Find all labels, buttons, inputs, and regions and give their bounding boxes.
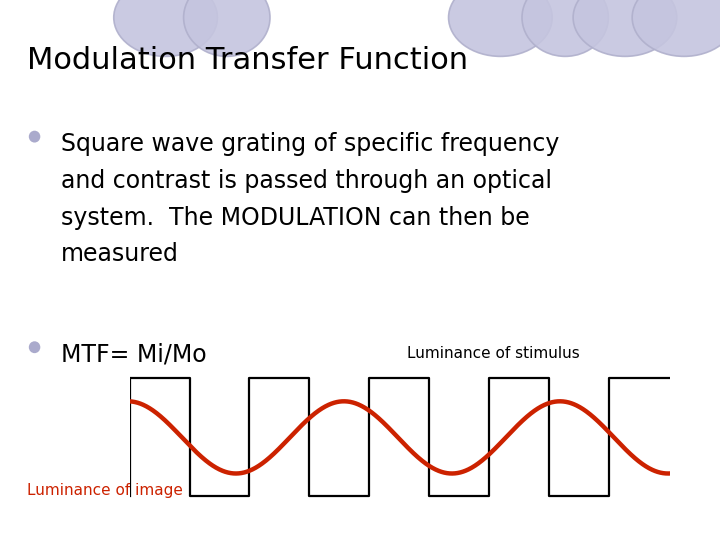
Text: Modulation Transfer Function: Modulation Transfer Function: [27, 46, 469, 75]
Text: measured: measured: [61, 242, 179, 266]
Ellipse shape: [522, 0, 608, 56]
Text: MTF= Mi/Mo: MTF= Mi/Mo: [61, 343, 207, 367]
Text: Square wave grating of specific frequency: Square wave grating of specific frequenc…: [61, 132, 559, 156]
Text: and contrast is passed through an optical: and contrast is passed through an optica…: [61, 169, 552, 193]
Text: Luminance of image: Luminance of image: [27, 483, 183, 498]
Ellipse shape: [29, 341, 40, 353]
Text: system.  The MODULATION can then be: system. The MODULATION can then be: [61, 206, 530, 230]
Ellipse shape: [449, 0, 552, 56]
Ellipse shape: [573, 0, 677, 56]
Ellipse shape: [114, 0, 217, 56]
Ellipse shape: [184, 0, 270, 56]
Ellipse shape: [29, 131, 40, 143]
Ellipse shape: [632, 0, 720, 56]
Text: Luminance of stimulus: Luminance of stimulus: [407, 346, 580, 361]
